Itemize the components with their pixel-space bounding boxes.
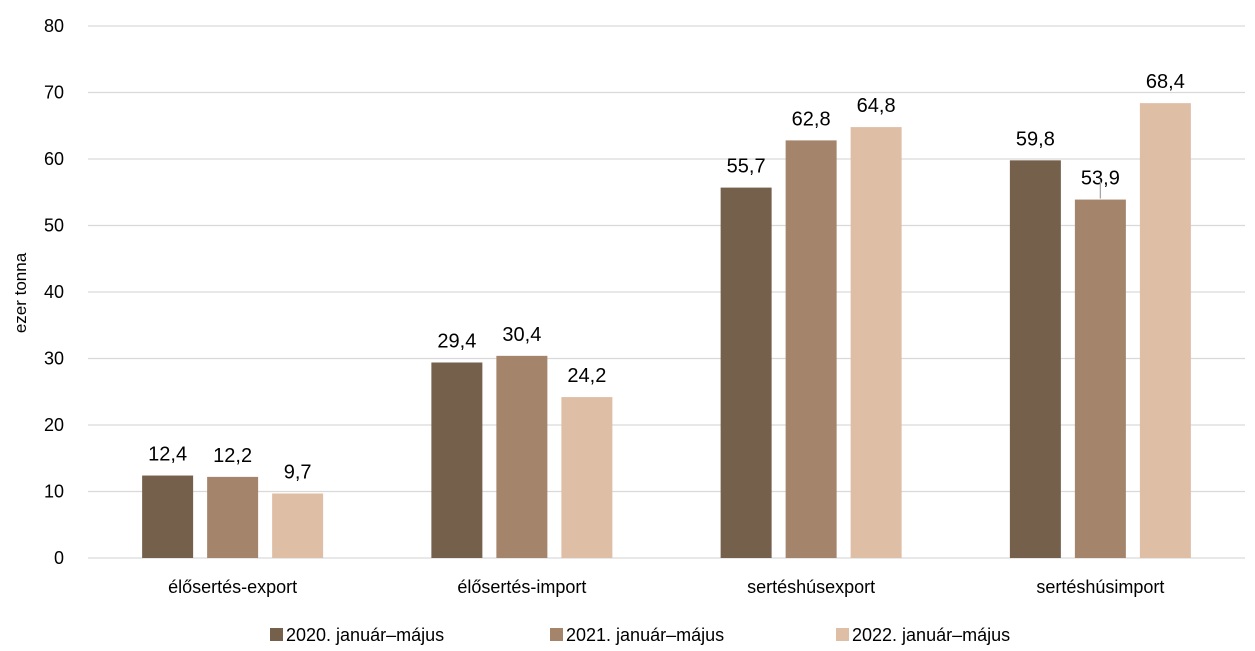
gridlines (88, 25, 1245, 559)
y-tick-label: 40 (44, 282, 64, 302)
bar (496, 355, 548, 558)
y-axis-label: ezer tonna (11, 252, 30, 333)
y-tick-label: 80 (44, 16, 64, 36)
y-tick-label: 10 (44, 482, 64, 502)
bar (850, 127, 902, 558)
bar (1139, 103, 1191, 558)
bar (207, 476, 259, 558)
y-tick-label: 0 (54, 548, 64, 568)
x-category-label: sertéshúsimport (1036, 577, 1164, 597)
data-label: 64,8 (857, 95, 896, 117)
data-label: 12,2 (213, 445, 252, 467)
bars (142, 103, 1191, 558)
data-label: 29,4 (437, 330, 476, 352)
data-labels: 12,4 12,2 9,7 29,4 30,4 24,2 55,7 62,8 64,8 59,8 5… (148, 71, 1185, 483)
legend-label: 2020. január–május (286, 625, 444, 645)
bar (272, 493, 324, 558)
data-label: 62,8 (792, 108, 831, 130)
bar (720, 187, 772, 558)
legend-swatch (550, 628, 563, 641)
bar (431, 362, 483, 558)
legend-label: 2022. január–május (852, 625, 1010, 645)
data-label: 53,9 (1081, 168, 1120, 190)
y-tick-label: 60 (44, 149, 64, 169)
data-label: 30,4 (502, 324, 541, 346)
y-tick-label: 70 (44, 83, 64, 103)
legend-swatch (270, 628, 283, 641)
y-axis-ticks: 0 10 20 30 40 50 60 70 80 (44, 16, 64, 568)
x-category-label: élősertés-export (168, 577, 297, 597)
bar (1009, 160, 1061, 558)
bar (1074, 199, 1126, 558)
legend-swatch (836, 628, 849, 641)
legend: 2020. január–május 2021. január–május 2022… (270, 625, 1010, 645)
legend-label: 2021. január–május (566, 625, 724, 645)
x-category-label: élősertés-import (457, 577, 586, 597)
data-label: 9,7 (284, 461, 312, 483)
x-category-label: sertéshúsexport (747, 577, 875, 597)
y-tick-label: 50 (44, 216, 64, 236)
data-label: 12,4 (148, 444, 187, 466)
bar (785, 140, 837, 558)
data-label: 24,2 (567, 365, 606, 387)
y-tick-label: 30 (44, 349, 64, 369)
bar (561, 397, 613, 558)
data-label: 59,8 (1016, 128, 1055, 150)
y-tick-label: 20 (44, 415, 64, 435)
data-label: 55,7 (727, 156, 766, 178)
bar (142, 475, 194, 558)
x-axis-categories: élősertés-export élősertés-import sertéshú… (168, 577, 1164, 597)
data-label: 68,4 (1146, 71, 1185, 93)
